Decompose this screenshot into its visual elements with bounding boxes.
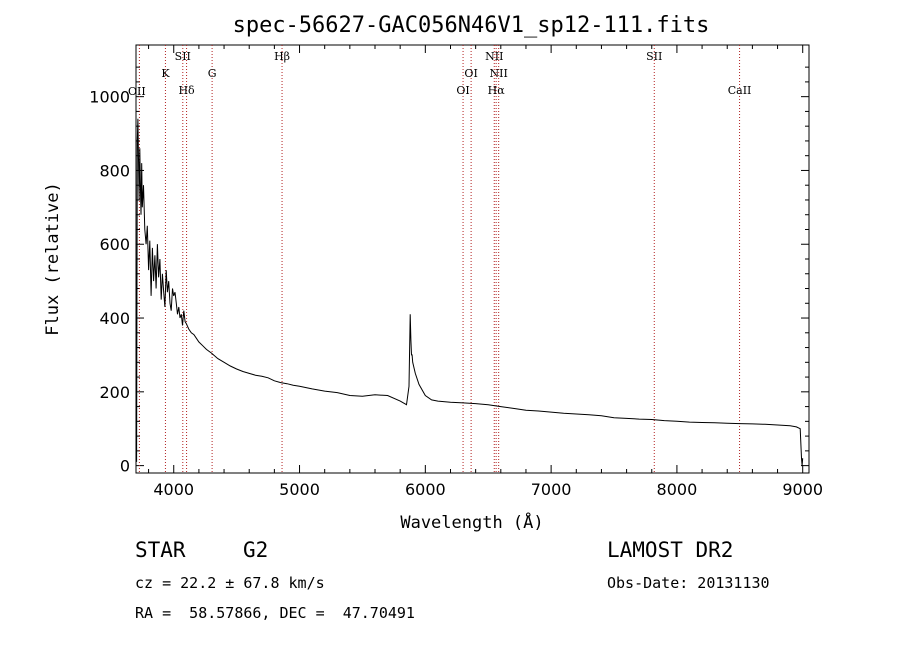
x-tick-label: 7000: [531, 480, 572, 499]
y-tick-label: 800: [99, 161, 130, 180]
y-axis-label: Flux (relative): [43, 182, 63, 336]
x-tick-label: 6000: [405, 480, 446, 499]
emission-line-label: K: [161, 67, 170, 80]
y-tick-label: 400: [99, 309, 130, 328]
emission-line-label: Hβ: [274, 50, 290, 63]
x-axis: 4000 5000 6000 7000 8000 9000: [148, 45, 823, 499]
emission-line-label: NII: [485, 50, 503, 63]
redshift-velocity: cz = 22.2 ± 67.8 km/s: [135, 574, 325, 592]
emission-line-label: OII: [128, 85, 146, 98]
emission-line-label: Hδ: [178, 84, 195, 97]
chart-title: spec-56627-GAC056N46V1_sp12-111.fits: [233, 13, 710, 38]
y-axis: 0 200 400 600 800 1000: [89, 66, 809, 476]
y-tick-label: 1000: [89, 88, 130, 107]
plot-frame: [135, 44, 810, 474]
y-tick-label: 0: [120, 457, 130, 476]
emission-line-label: NII: [490, 67, 508, 80]
spectrum-series: [135, 118, 804, 466]
emission-line-label: SII: [646, 50, 662, 63]
object-subclass: G2: [243, 538, 269, 562]
x-tick-label: 4000: [153, 480, 194, 499]
survey-name: LAMOST DR2: [607, 538, 734, 562]
emission-line-label: CaII: [728, 84, 752, 97]
observation-date: Obs-Date: 20131130: [607, 574, 770, 592]
emission-line-label: G: [208, 67, 217, 80]
y-tick-label: 600: [99, 235, 130, 254]
x-tick-label: 5000: [279, 480, 320, 499]
emission-line-label: OI: [456, 84, 469, 97]
object-class: STAR: [135, 538, 186, 562]
x-axis-label: Wavelength (Å): [400, 511, 543, 533]
emission-line-label: OI: [464, 67, 477, 80]
spectrum-line: [135, 118, 804, 466]
coordinates: RA = 58.57866, DEC = 47.70491: [135, 604, 415, 622]
x-tick-label: 9000: [782, 480, 823, 499]
emission-line-label: SII: [175, 50, 191, 63]
x-tick-label: 8000: [657, 480, 698, 499]
emission-line-label: Hα: [488, 84, 506, 97]
y-tick-label: 200: [99, 383, 130, 402]
emission-line-markers: OII K SII Hδ G Hβ OI OI NII NII Hα SII CaII: [128, 45, 751, 473]
